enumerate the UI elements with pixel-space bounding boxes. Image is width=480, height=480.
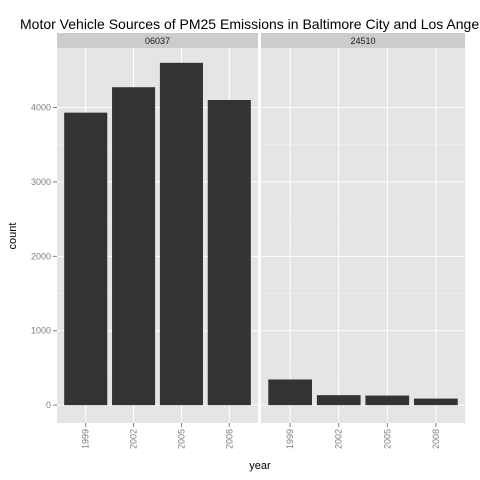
y-tick-label: 0 — [46, 400, 51, 410]
bar-24510-2008 — [414, 398, 458, 406]
x-tick-label: 2008 — [224, 429, 234, 449]
bar-06037-2005 — [159, 62, 203, 406]
panel-2-strip — [261, 33, 465, 48]
y-tick-label: 4000 — [31, 103, 51, 113]
y-tick-label: 1000 — [31, 326, 51, 336]
chart-title: Motor Vehicle Sources of PM25 Emissions … — [20, 16, 480, 32]
bar-24510-2005 — [365, 395, 410, 406]
y-axis: 0 1000 2000 3000 4000 — [31, 103, 57, 410]
bar-24510-1999 — [268, 379, 312, 406]
panel-1: 06037 1999 2002 2005 2008 — [57, 33, 258, 449]
y-axis-title: count — [7, 223, 19, 250]
panel-1-bars — [64, 62, 251, 406]
x-tick-label: 2005 — [382, 429, 392, 449]
bar-06037-2002 — [112, 87, 156, 406]
panel-2-background — [261, 48, 465, 423]
panel-2-bars — [268, 379, 458, 406]
panel-2-x-ticks: 1999 2002 2005 2008 — [285, 423, 441, 449]
panel-2: 24510 1999 2002 2005 2008 — [261, 33, 465, 449]
panel-1-strip-label: 06037 — [145, 36, 170, 46]
x-axis-title: year — [249, 460, 271, 472]
panel-1-strip — [57, 33, 258, 48]
bar-06037-2008 — [207, 100, 251, 406]
x-tick-label: 1999 — [285, 429, 295, 449]
bar-06037-1999 — [64, 112, 108, 406]
y-tick-label: 2000 — [31, 251, 51, 261]
x-tick-label: 2008 — [431, 429, 441, 449]
x-tick-label: 2002 — [334, 429, 344, 449]
x-tick-label: 2005 — [176, 429, 186, 449]
x-tick-label: 2002 — [129, 429, 139, 449]
panel-2-strip-label: 24510 — [350, 36, 375, 46]
panel-1-x-ticks: 1999 2002 2005 2008 — [81, 423, 234, 449]
y-tick-label: 3000 — [31, 177, 51, 187]
bar-24510-2002 — [316, 395, 361, 406]
x-tick-label: 1999 — [81, 429, 91, 449]
